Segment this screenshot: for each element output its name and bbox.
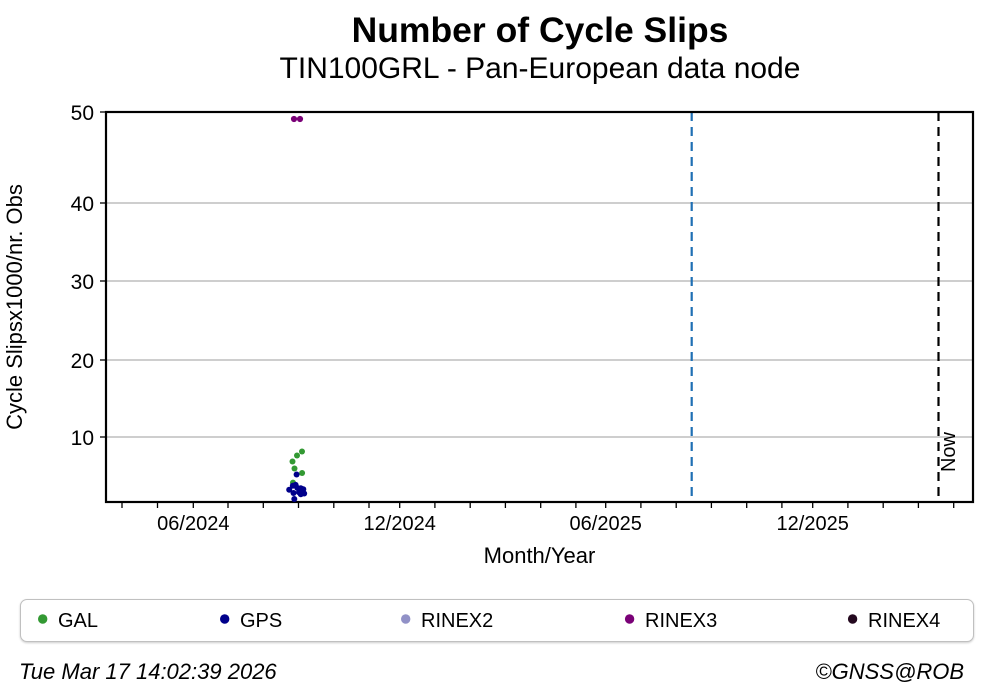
svg-text:RINEX3: RINEX3 [645,610,717,632]
svg-text:Tue Mar 17 14:02:39 2026: Tue Mar 17 14:02:39 2026 [19,659,277,684]
svg-text:RINEX4: RINEX4 [868,610,940,632]
svg-text:GAL: GAL [58,610,98,632]
svg-text:©GNSS@ROB: ©GNSS@ROB [815,659,964,684]
svg-text:GPS: GPS [240,610,282,632]
svg-text:RINEX2: RINEX2 [421,610,493,632]
